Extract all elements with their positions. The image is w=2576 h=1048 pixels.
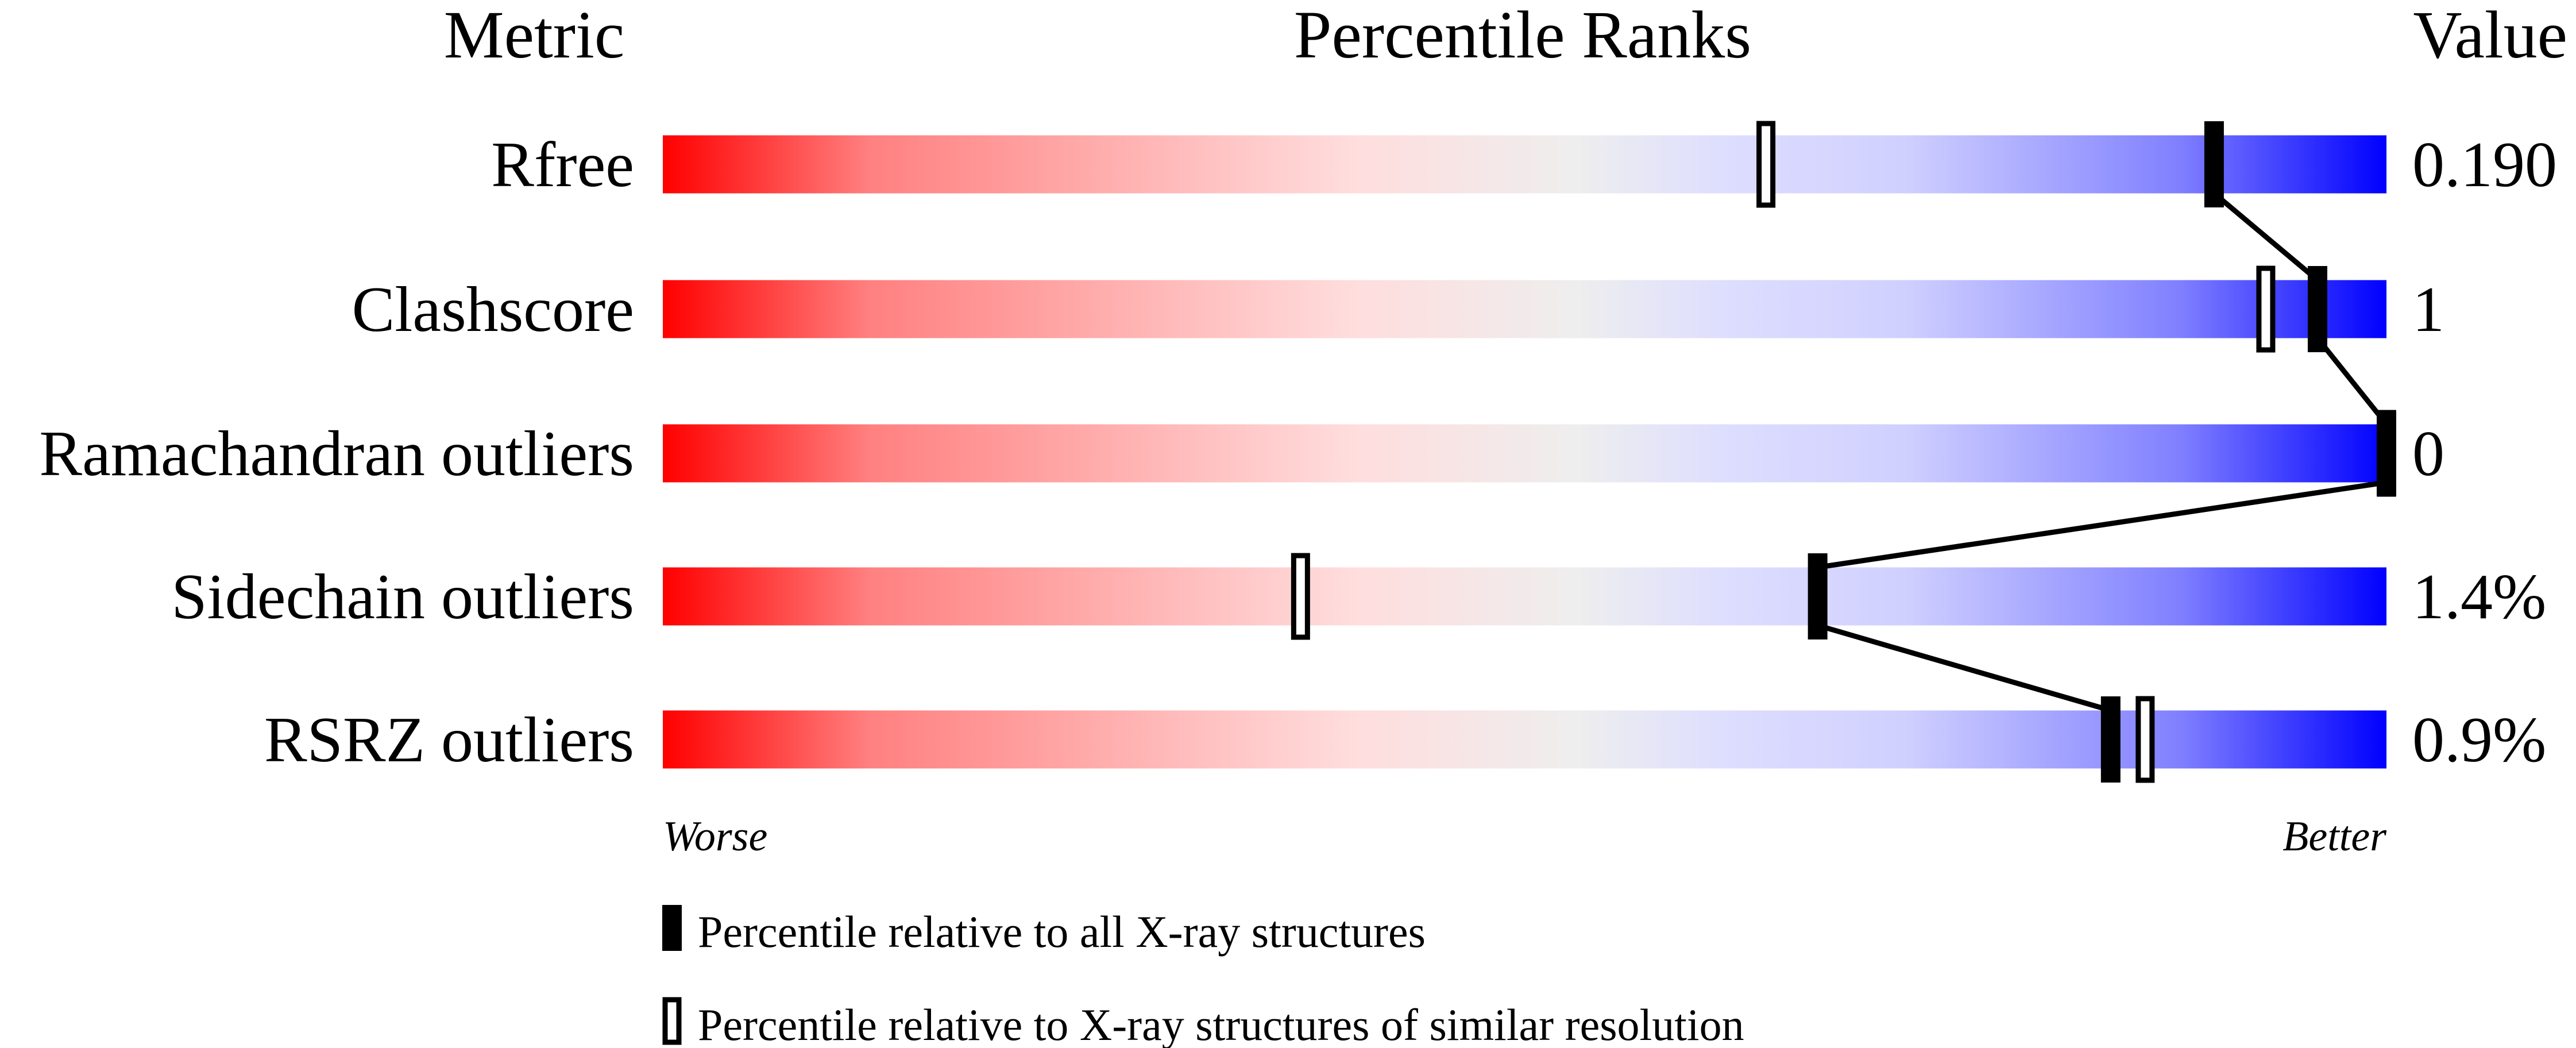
header-metric: Metric — [444, 0, 625, 72]
connector-line — [1817, 480, 2387, 570]
percentile-bar — [663, 280, 2386, 338]
percentile-bar — [663, 135, 2386, 194]
percentile-bar — [663, 710, 2386, 769]
marker-similar-resolution — [1291, 553, 1310, 640]
legend-all-label: Percentile relative to all X-ray structu… — [698, 907, 1426, 957]
metric-label: Ramachandran outliers — [39, 418, 634, 490]
metric-value: 0.190 — [2412, 129, 2557, 201]
metric-label: Rfree — [491, 129, 634, 201]
metric-label: Clashscore — [352, 274, 634, 345]
marker-similar-resolution — [1756, 121, 1776, 208]
legend-similar-marker — [662, 997, 682, 1045]
percentile-bar — [663, 567, 2386, 626]
header-percentile-ranks: Percentile Ranks — [1294, 0, 1751, 72]
metric-label: RSRZ outliers — [264, 704, 634, 776]
connector-line — [2315, 336, 2389, 426]
connector-line — [2212, 191, 2319, 282]
metric-label: Sidechain outliers — [171, 561, 634, 633]
metric-value: 0 — [2412, 418, 2444, 490]
axis-better-label: Better — [2283, 813, 2387, 860]
legend-all-marker — [662, 905, 682, 951]
marker-all-structures — [2204, 121, 2224, 207]
percentile-bar — [663, 424, 2386, 483]
connector-line — [1817, 623, 2112, 713]
metric-value: 0.9% — [2412, 704, 2546, 776]
metric-value: 1.4% — [2412, 561, 2546, 633]
header-value: Value — [2413, 0, 2567, 72]
legend-similar-label: Percentile relative to X-ray structures … — [698, 1000, 1744, 1048]
marker-all-structures — [2307, 266, 2327, 352]
marker-all-structures — [1808, 553, 1828, 639]
marker-all-structures — [2377, 410, 2396, 496]
axis-worse-label: Worse — [663, 813, 767, 860]
marker-similar-resolution — [2135, 696, 2155, 783]
metric-value: 1 — [2412, 274, 2444, 345]
marker-all-structures — [2100, 696, 2121, 783]
marker-similar-resolution — [2256, 265, 2276, 353]
